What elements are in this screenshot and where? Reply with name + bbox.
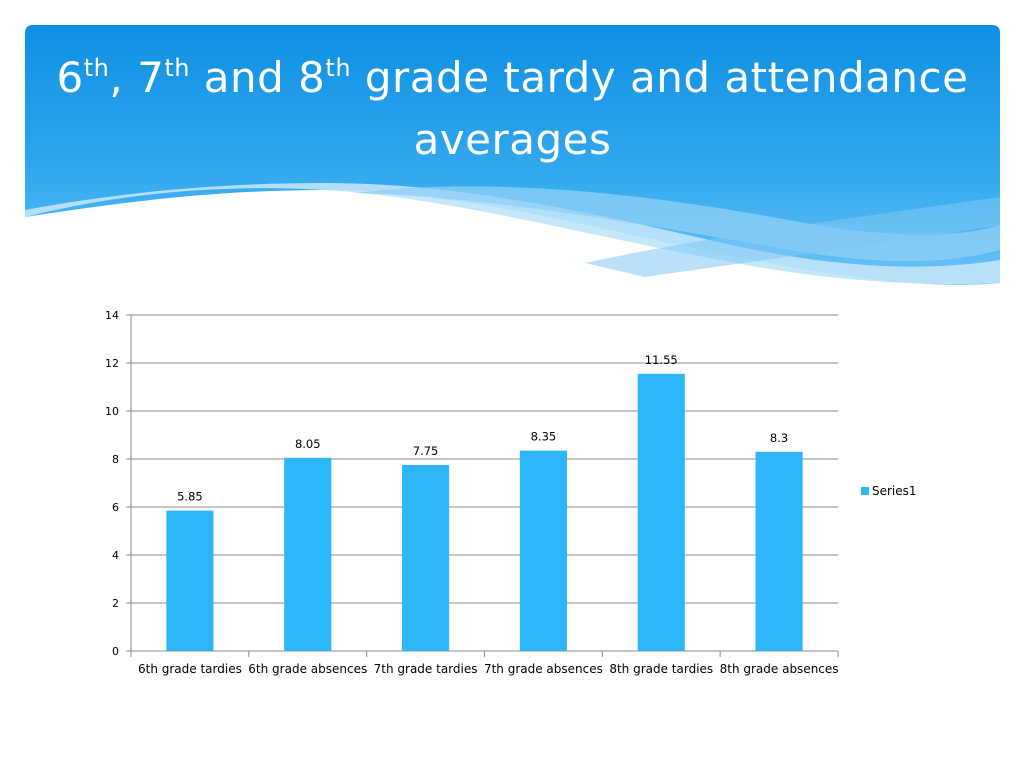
title-superscript: th [83,54,110,82]
title-text: and 8 [189,53,326,102]
bar [284,457,332,651]
bar [402,465,450,651]
bar [755,451,803,651]
x-tick-label: 7th grade tardies [374,662,478,676]
x-tick-label: 6th grade tardies [138,662,242,676]
slide-title: 6th, 7th and 8th grade tardy and attenda… [25,47,1000,171]
y-tick-label: 10 [105,405,119,418]
x-tick-label: 6th grade absences [248,662,367,676]
title-superscript: th [164,54,190,82]
data-label: 8.3 [770,431,788,445]
legend-label: Series1 [872,484,917,498]
bars [166,373,803,651]
x-tick-label: 8th grade tardies [609,662,713,676]
y-tick-label: 14 [105,309,119,322]
x-tick-label: 7th grade absences [484,662,603,676]
title-text: grade tardy and attendance averages [351,53,969,164]
y-tick-label: 2 [112,597,119,610]
data-label: 5.85 [177,490,203,504]
title-superscript: th [325,54,352,82]
x-tick-label: 8th grade absences [720,662,839,676]
legend-swatch [861,487,869,495]
legend: Series1 [861,484,917,498]
grid-lines [131,314,838,652]
slide-header: 6th, 7th and 8th grade tardy and attenda… [25,25,1000,290]
labels: 0 2 4 6 8 10 12 14 5.85 6th grade tardies 8.05 6th … [105,309,839,676]
y-tick-label: 0 [112,645,119,658]
y-tick-label: 8 [112,453,119,466]
y-tick-label: 12 [105,357,119,370]
data-label: 7.75 [413,444,439,458]
y-tick-label: 4 [112,549,119,562]
bar [166,510,214,651]
y-tick-label: 6 [112,501,119,514]
data-label: 8.05 [295,437,321,451]
title-text: , 7 [109,53,165,102]
bar [637,373,685,651]
data-label: 8.35 [531,430,557,444]
title-text: 6 [56,53,84,102]
data-label: 11.55 [645,353,678,367]
bar [519,450,567,651]
axes [126,314,839,657]
header-wave-background [25,25,1000,285]
